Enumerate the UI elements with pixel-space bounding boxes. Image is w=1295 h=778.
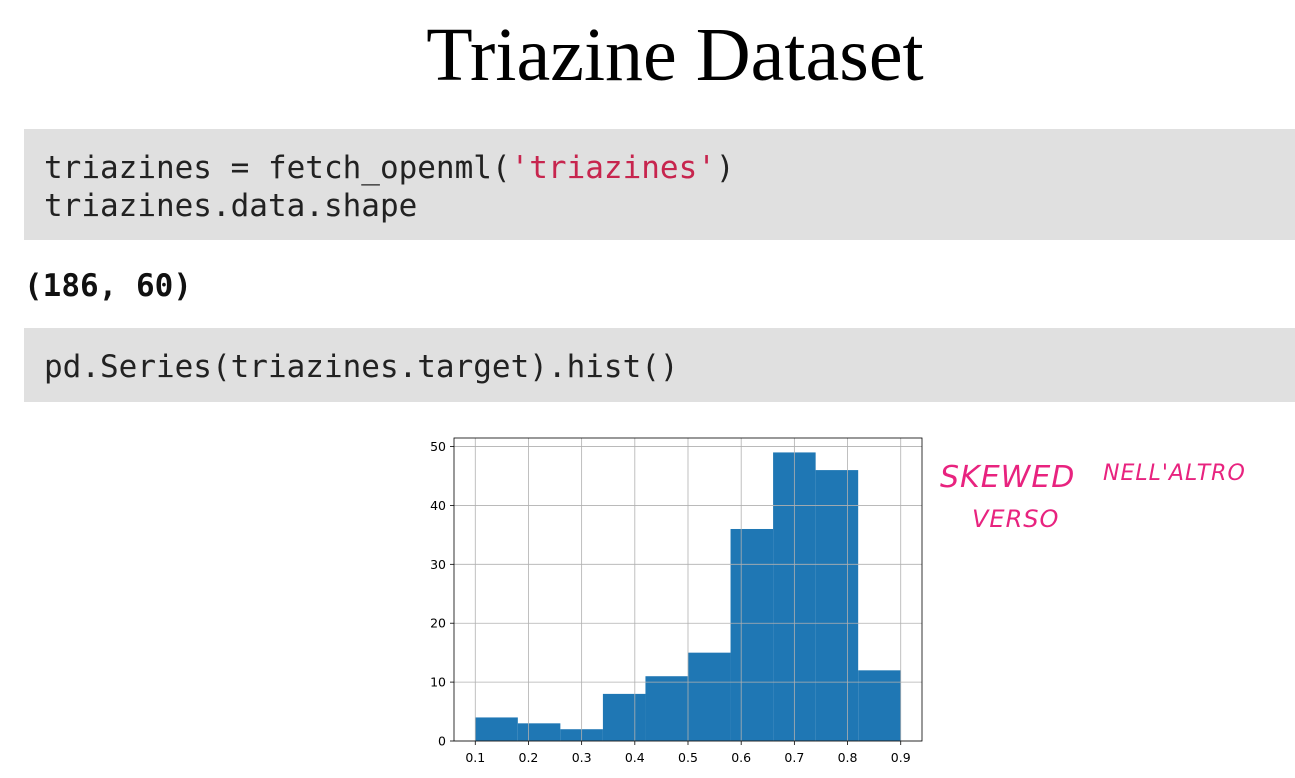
annotation: SKEWED NELL'ALTRO VERSO <box>940 460 1246 533</box>
y-tick-label: 50 <box>430 439 446 454</box>
slide-title: Triazine Dataset <box>426 13 923 97</box>
bar <box>688 652 731 741</box>
x-tick-label: 0.7 <box>784 750 804 765</box>
bar <box>602 693 646 741</box>
code-string: 'triazines' <box>511 150 716 186</box>
axes-frame <box>453 437 923 742</box>
chart: 0.1 0.2 0.3 0.4 0.5 0.6 0.7 0.8 0.9 0 10 20 30 40 50 <box>430 437 923 765</box>
code: pd.Series(triazines.target).hist() <box>44 349 679 385</box>
x-tick-label: 0.6 <box>731 750 751 765</box>
y-tick-label: 0 <box>438 734 446 749</box>
bar <box>645 676 688 741</box>
x-tick-label: 0.9 <box>891 750 911 765</box>
handwritten-note: NELL'ALTRO <box>1103 461 1246 486</box>
handwritten-note: SKEWED <box>940 460 1075 495</box>
bar <box>815 470 859 741</box>
y-tick-label: 40 <box>430 498 446 513</box>
code-cell <box>24 328 1295 402</box>
bar <box>475 717 518 741</box>
code-cell <box>24 129 1295 240</box>
bar <box>730 528 774 741</box>
y-tick-label: 30 <box>430 557 446 572</box>
x-tick-label: 0.5 <box>678 750 698 765</box>
x-tick-label: 0.1 <box>465 750 485 765</box>
x-tick-label: 0.8 <box>838 750 858 765</box>
code: ) <box>716 150 735 186</box>
handwritten-note: VERSO <box>972 505 1059 533</box>
bar <box>517 723 561 741</box>
x-tick-label: 0.3 <box>572 750 592 765</box>
x-tick-label: 0.4 <box>625 750 645 765</box>
code-line: triazines = fetch_openml('triazines') <box>44 150 735 186</box>
code-line: triazines.data.shape <box>44 188 417 224</box>
x-tick-label: 0.2 <box>519 750 539 765</box>
code-line: pd.Series(triazines.target).hist() <box>44 349 679 385</box>
y-tick-label: 10 <box>430 675 446 690</box>
code: triazines.data.shape <box>44 188 417 224</box>
cell-output: (186, 60) <box>24 268 192 304</box>
bar <box>858 670 901 741</box>
y-tick-label: 20 <box>430 616 446 631</box>
code: triazines = fetch_openml( <box>44 150 511 186</box>
